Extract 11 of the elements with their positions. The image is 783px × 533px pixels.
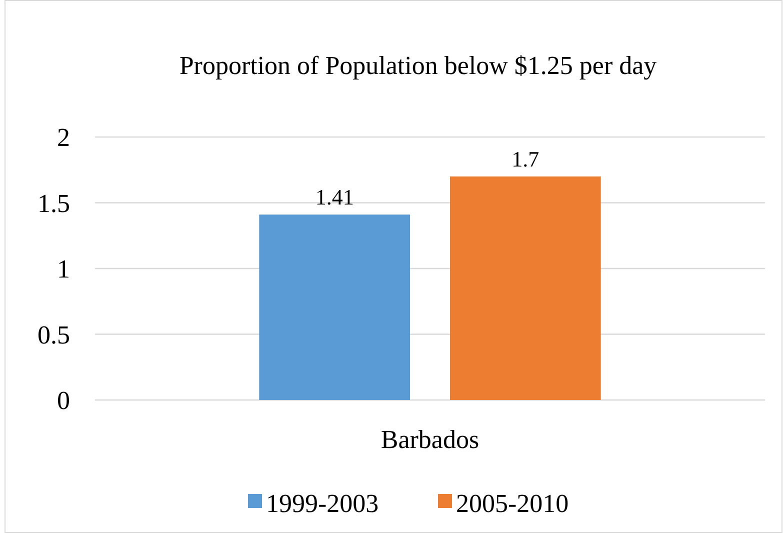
- y-tick-label: 1.5: [38, 188, 70, 218]
- chart-title: Proportion of Population below $1.25 per day: [179, 51, 657, 80]
- y-tick-label: 0.5: [38, 320, 70, 350]
- data-label: 1.41: [315, 184, 354, 210]
- y-tick-label: 2: [57, 123, 70, 152]
- x-tick-label: Barbados: [380, 425, 480, 454]
- y-tick-label: 1: [57, 254, 70, 284]
- y-tick-label: 0: [57, 386, 70, 416]
- legend-label: 2005-2010: [456, 489, 569, 518]
- legend-label: 1999-2003: [266, 489, 379, 518]
- data-label: 1.7: [512, 146, 540, 172]
